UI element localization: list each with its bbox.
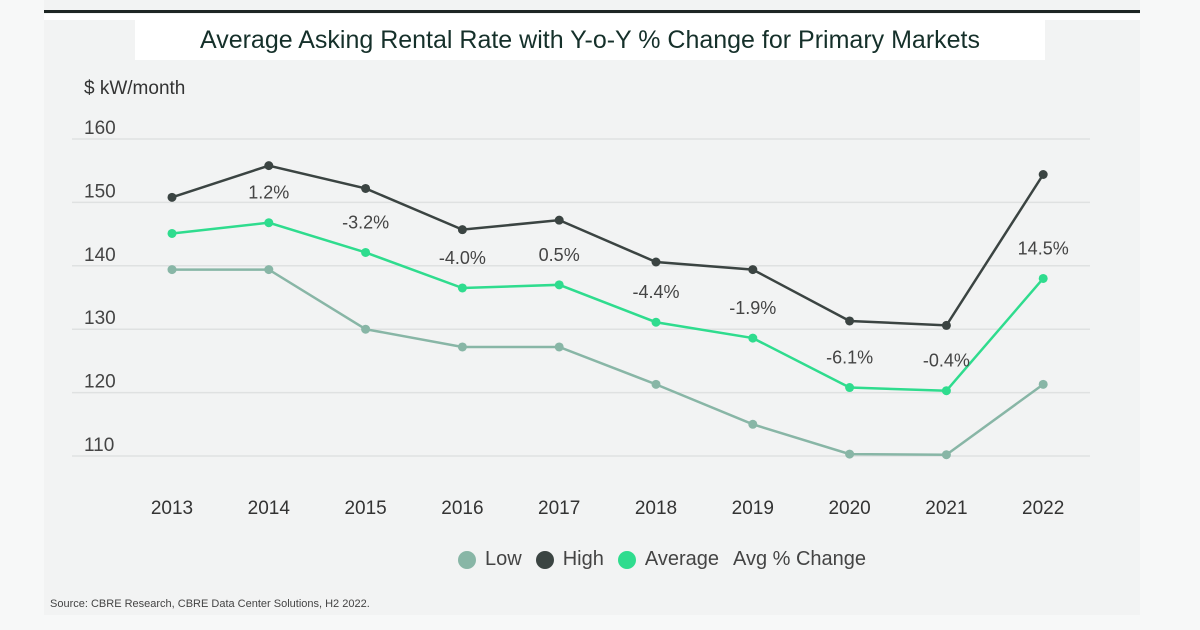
data-point-low — [651, 379, 661, 389]
legend-swatch-average — [617, 550, 636, 569]
pct-change-label: 0.5% — [539, 245, 580, 265]
x-tick-label: 2013 — [151, 498, 193, 519]
data-point-high — [845, 316, 855, 326]
y-tick-label: 110 — [84, 435, 114, 456]
legend-label-avg-change: Avg % Change — [732, 548, 867, 570]
series-line-high — [171, 164, 1045, 327]
legend-swatch-low — [458, 550, 476, 569]
title-band — [44, 14, 1140, 20]
pct-change-label: -0.4% — [923, 351, 970, 371]
data-point-average — [167, 228, 177, 238]
x-tick-label: 2016 — [441, 498, 483, 519]
chart-title: Average Asking Rental Rate with Y-o-Y % … — [135, 20, 1045, 60]
data-point-average — [651, 317, 661, 327]
y-tick-label: 140 — [84, 245, 116, 266]
data-point-average — [361, 247, 371, 257]
data-point-high — [264, 161, 274, 171]
pct-change-label: -4.4% — [632, 282, 679, 302]
legend: Low High Average Avg % Change — [458, 548, 880, 571]
pct-change-label: 14.5% — [1018, 238, 1069, 258]
data-point-average — [554, 280, 564, 290]
x-tick-label: 2015 — [344, 498, 386, 519]
series-line-average — [171, 221, 1045, 392]
data-point-high — [941, 320, 951, 330]
data-point-high — [1038, 170, 1048, 180]
x-tick-label: 2022 — [1022, 498, 1064, 519]
series-line-low — [172, 268, 1044, 456]
data-point-low — [361, 324, 371, 334]
pct-change-label: -6.1% — [826, 348, 873, 368]
data-point-high — [748, 265, 758, 275]
legend-item-low: Low — [458, 548, 522, 571]
data-point-low — [748, 419, 758, 429]
legend-item-average: Average — [617, 548, 719, 571]
data-point-high — [651, 257, 661, 267]
y-tick-label: 150 — [84, 181, 116, 202]
data-point-low — [845, 449, 855, 459]
legend-item-avg-change: Avg % Change — [733, 548, 866, 571]
top-rule — [44, 10, 1140, 13]
data-point-average — [941, 386, 951, 396]
pct-change-label: -1.9% — [729, 298, 776, 318]
data-point-low — [941, 450, 951, 460]
data-point-average — [457, 283, 467, 293]
data-point-average — [845, 383, 855, 393]
x-tick-label: 2019 — [732, 498, 774, 519]
data-point-average — [264, 218, 274, 228]
data-point-low — [457, 342, 467, 352]
data-point-low — [167, 265, 177, 275]
legend-label-average: Average — [644, 548, 719, 570]
x-tick-label: 2014 — [248, 498, 291, 519]
data-point-high — [554, 215, 564, 225]
y-axis-label: $ kW/month — [84, 78, 186, 99]
pct-change-label: 1.2% — [248, 183, 289, 203]
pct-change-label: -4.0% — [439, 248, 486, 268]
legend-swatch-high — [535, 550, 554, 569]
x-tick-label: 2021 — [925, 498, 967, 519]
y-tick-label: 160 — [84, 118, 116, 139]
x-tick-label: 2017 — [538, 498, 580, 519]
data-point-high — [361, 183, 371, 193]
legend-label-high: High — [562, 548, 604, 570]
data-point-high — [167, 192, 177, 202]
legend-item-high: High — [535, 548, 604, 571]
data-point-average — [748, 333, 758, 343]
y-tick-label: 120 — [84, 372, 116, 393]
data-point-low — [1038, 379, 1048, 389]
x-tick-label: 2018 — [635, 498, 677, 519]
source-note: Source: CBRE Research, CBRE Data Center … — [50, 598, 370, 610]
legend-label-low: Low — [485, 548, 522, 570]
data-point-high — [457, 225, 467, 235]
data-point-average — [1038, 273, 1048, 283]
data-point-low — [264, 265, 274, 275]
pct-change-label: -3.2% — [342, 212, 389, 232]
data-point-low — [554, 342, 564, 352]
y-tick-label: 130 — [84, 308, 116, 329]
x-tick-label: 2020 — [828, 498, 870, 519]
